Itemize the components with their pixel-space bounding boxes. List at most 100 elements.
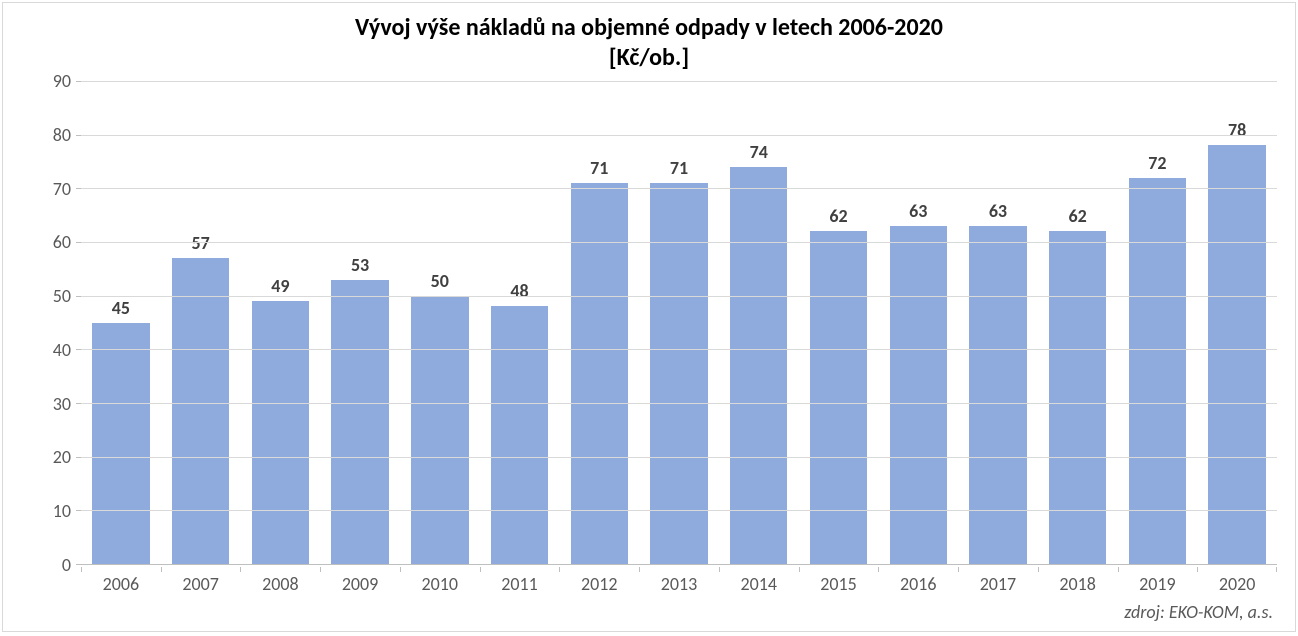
bar-slot: 53 — [320, 81, 400, 564]
bar-data-label: 71 — [670, 157, 688, 179]
x-tick-label: 2006 — [81, 567, 161, 595]
x-tick-wrap: 2015 — [799, 567, 879, 595]
bar: 63 — [969, 226, 1026, 564]
bar-data-label: 71 — [590, 157, 608, 179]
x-tick-label: 2008 — [240, 567, 320, 595]
x-tick-wrap: 2018 — [1038, 567, 1118, 595]
x-tick-label: 2010 — [400, 567, 480, 595]
bar-slot: 71 — [559, 81, 639, 564]
bar: 50 — [411, 296, 468, 564]
x-tick-mark — [320, 567, 321, 572]
y-tick-mark — [76, 510, 81, 511]
chart-title: Vývoj výše nákladů na objemné odpady v l… — [21, 13, 1277, 73]
bar-slot: 62 — [1038, 81, 1118, 564]
gridline — [81, 349, 1277, 350]
x-tick-wrap: 2011 — [480, 567, 560, 595]
bar-slot: 72 — [1118, 81, 1198, 564]
bar-slot: 63 — [958, 81, 1038, 564]
x-tick-mark — [799, 567, 800, 572]
bar-slot: 57 — [161, 81, 241, 564]
bar: 71 — [571, 183, 628, 564]
source-text: zdroj: EKO-KOM, a.s. — [21, 601, 1277, 623]
bar-data-label: 57 — [191, 232, 209, 254]
x-tick-wrap: 2009 — [320, 567, 400, 595]
x-tick-label: 2014 — [719, 567, 799, 595]
x-tick-mark — [719, 567, 720, 572]
bar-slot: 45 — [81, 81, 161, 564]
bar-slot: 48 — [480, 81, 560, 564]
bar-data-label: 62 — [829, 205, 847, 227]
y-tick-label: 70 — [53, 178, 71, 200]
bar-data-label: 53 — [351, 254, 369, 276]
chart-title-line2: [Kč/ob.] — [609, 43, 689, 72]
bar: 48 — [491, 306, 548, 564]
y-tick-mark — [76, 564, 81, 565]
y-tick-label: 90 — [53, 70, 71, 92]
y-tick-label: 10 — [53, 500, 71, 522]
y-tick-label: 30 — [53, 393, 71, 415]
bar: 45 — [92, 323, 149, 565]
x-tick-label: 2015 — [799, 567, 879, 595]
x-tick-mark — [400, 567, 401, 572]
x-tick-mark — [161, 567, 162, 572]
bar: 63 — [890, 226, 947, 564]
x-tick-label: 2013 — [639, 567, 719, 595]
x-tick-label: 2011 — [480, 567, 560, 595]
x-tick-wrap: 2020 — [1197, 567, 1277, 595]
y-tick-label: 80 — [53, 124, 71, 146]
gridline — [81, 457, 1277, 458]
bar-data-label: 72 — [1148, 152, 1166, 174]
x-tick-wrap: 2017 — [958, 567, 1038, 595]
gridline — [81, 403, 1277, 404]
bar-slot: 50 — [400, 81, 480, 564]
x-tick-mark — [559, 567, 560, 572]
x-tick-mark — [480, 567, 481, 572]
y-axis: 0102030405060708090 — [21, 81, 81, 565]
y-tick-label: 20 — [53, 446, 71, 468]
x-tick-mark — [240, 567, 241, 572]
bar-slot: 78 — [1197, 81, 1277, 564]
x-tick-label: 2018 — [1038, 567, 1118, 595]
y-tick-mark — [76, 296, 81, 297]
x-tick-mark — [1038, 567, 1039, 572]
bar: 62 — [810, 231, 867, 564]
gridline — [81, 135, 1277, 136]
bar: 53 — [331, 280, 388, 564]
y-tick-mark — [76, 349, 81, 350]
x-tick-wrap: 2019 — [1118, 567, 1198, 595]
y-tick-mark — [76, 403, 81, 404]
bar-data-label: 74 — [750, 141, 768, 163]
x-tick-label: 2016 — [878, 567, 958, 595]
y-tick-mark — [76, 242, 81, 243]
x-axis: 2006200720082009201020112012201320142015… — [81, 567, 1277, 595]
gridline — [81, 510, 1277, 511]
bar: 78 — [1208, 145, 1265, 564]
x-tick-wrap: 2007 — [161, 567, 241, 595]
gridline — [81, 81, 1277, 82]
y-tick-label: 60 — [53, 231, 71, 253]
bar-data-label: 50 — [431, 270, 449, 292]
x-tick-mark — [878, 567, 879, 572]
y-tick-mark — [76, 81, 81, 82]
y-tick-label: 50 — [53, 285, 71, 307]
x-tick-label: 2019 — [1118, 567, 1198, 595]
bar-data-label: 63 — [909, 200, 927, 222]
x-tick-mark — [1118, 567, 1119, 572]
chart-title-line1: Vývoj výše nákladů na objemné odpady v l… — [355, 13, 943, 42]
x-tick-label: 2012 — [559, 567, 639, 595]
bar-data-label: 62 — [1069, 205, 1087, 227]
x-tick-wrap: 2006 — [81, 567, 161, 595]
y-tick-label: 0 — [62, 554, 71, 576]
x-tick-label: 2020 — [1197, 567, 1277, 595]
bars-row: 455749535048717174626363627278 — [81, 81, 1277, 564]
bar-data-label: 63 — [989, 200, 1007, 222]
x-tick-mark — [1276, 567, 1277, 572]
x-tick-wrap: 2014 — [719, 567, 799, 595]
x-tick-mark — [81, 567, 82, 572]
x-tick-label: 2009 — [320, 567, 400, 595]
bar: 62 — [1049, 231, 1106, 564]
bar-slot: 62 — [799, 81, 879, 564]
y-tick-mark — [76, 457, 81, 458]
x-tick-wrap: 2008 — [240, 567, 320, 595]
x-tick-wrap: 2012 — [559, 567, 639, 595]
